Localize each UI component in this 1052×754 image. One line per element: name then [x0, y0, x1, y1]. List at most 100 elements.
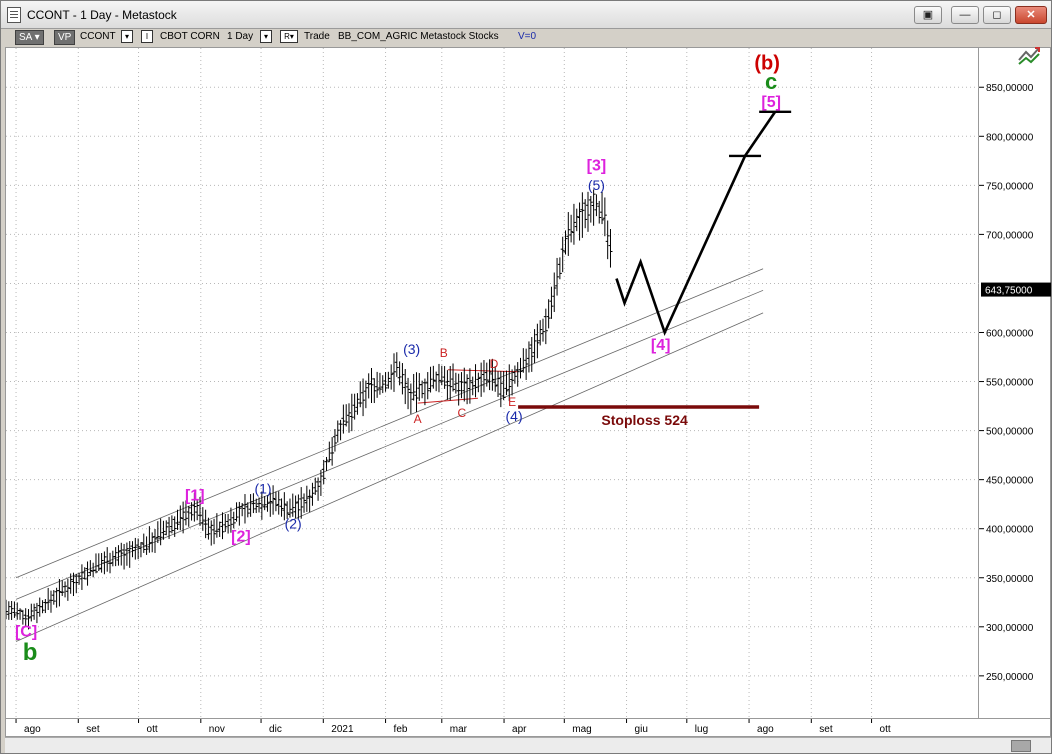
price-tick-label-6: 500,00000: [986, 427, 1034, 438]
price-bar: [60, 580, 65, 596]
price-bar: [532, 329, 537, 364]
price-bar: [20, 609, 25, 625]
price-bar: [439, 365, 444, 386]
price-bar: [12, 601, 17, 618]
horizontal-scrollbar[interactable]: [5, 737, 1051, 753]
price-bar: [473, 364, 478, 398]
title-bar[interactable]: CCONT - 1 Day - Metastock ▣ — ◻ ✕: [1, 1, 1051, 29]
price-bar: [254, 498, 259, 514]
price-bar: [130, 541, 135, 558]
price-chart[interactable]: Stoploss 524 (b) c [5] [3] (5) [4] (3) (4) (1) (2…: [4, 47, 980, 720]
price-bar: [496, 371, 501, 397]
price-bar: [338, 419, 343, 441]
price-bar: [507, 364, 512, 402]
price-bar: [541, 318, 546, 342]
wave-label-18: E: [508, 395, 516, 409]
price-bar: [240, 502, 245, 517]
price-bar: [220, 512, 225, 540]
price-bar: [535, 323, 540, 359]
price-bar: [512, 365, 517, 384]
price-bar: [304, 485, 309, 512]
price-bar: [591, 189, 596, 226]
price-bar: [172, 516, 177, 537]
channel-lines: [15, 268, 764, 642]
price-bar: [462, 367, 467, 402]
wave-label-15: B: [440, 346, 448, 360]
price-bar: [273, 491, 278, 512]
price-bar: [262, 496, 267, 511]
price-bar: [105, 547, 110, 572]
price-tick-label-7: 450,00000: [986, 476, 1034, 487]
price-bar: [366, 373, 371, 399]
price-bar: [394, 352, 399, 377]
wave-label-16: C: [458, 406, 467, 420]
price-axis[interactable]: 850,00000 800,00000 750,00000 700,00000 600,…: [979, 47, 1051, 719]
price-bar: [380, 375, 385, 394]
vp-button[interactable]: VP: [54, 30, 76, 45]
price-bar: [498, 371, 503, 408]
price-bar: [234, 502, 239, 522]
price-bar: [389, 364, 394, 390]
price-bar: [276, 491, 281, 515]
price-bar: [504, 370, 509, 396]
price-bar: [164, 520, 169, 536]
minimize-button[interactable]: —: [951, 6, 979, 24]
price-bar: [203, 509, 208, 539]
description-label: CBOT CORN: [160, 31, 220, 42]
maximize-button[interactable]: ◻: [983, 6, 1011, 24]
chart-trend-icon[interactable]: [1017, 42, 1043, 68]
price-bar: [335, 420, 340, 443]
price-bar: [467, 368, 472, 404]
price-bar: [521, 348, 526, 373]
price-bar: [476, 372, 481, 393]
price-bar: [85, 561, 90, 586]
price-bar: [425, 372, 430, 400]
wave-label-6: (3): [403, 341, 420, 357]
price-bar: [9, 600, 14, 620]
wave-label-17: D: [490, 357, 499, 371]
price-bar: [268, 492, 273, 517]
symbol-dropdown[interactable]: ▾: [121, 30, 133, 43]
price-bar: [209, 520, 214, 546]
date-tick-label-7: mar: [450, 724, 468, 735]
price-bar: [150, 532, 155, 553]
price-bar: [79, 564, 84, 590]
price-bar: [574, 208, 579, 232]
price-bar: [82, 567, 87, 580]
date-tick-label-2: ott: [147, 724, 158, 735]
price-tick-label-5: 550,00000: [986, 378, 1034, 389]
price-bar: [501, 371, 506, 401]
price-bar: [71, 572, 76, 597]
restore-window-button[interactable]: ▣: [914, 6, 942, 24]
date-tick-label-11: lug: [695, 724, 708, 735]
trade-label[interactable]: Trade: [304, 31, 330, 42]
date-axis-canvas: ago set ott nov dic 2021 feb mar apr mag giu lug ago…: [15, 719, 891, 735]
date-tick-label-1: set: [86, 724, 100, 735]
price-bar: [391, 353, 396, 392]
price-bar: [93, 553, 98, 574]
price-bar: [287, 498, 292, 518]
price-bar: [214, 513, 219, 538]
price-bar: [155, 521, 160, 544]
price-bar: [428, 366, 433, 393]
price-bar: [431, 365, 436, 389]
price-bar: [181, 501, 186, 534]
price-bar: [608, 228, 613, 268]
triangle-line-1: [417, 397, 478, 404]
sa-button[interactable]: SA ▾: [15, 30, 44, 45]
wave-label-3: [3]: [587, 158, 607, 175]
price-bar: [296, 494, 301, 519]
scrollbar-thumb[interactable]: [1011, 740, 1031, 752]
price-bar: [414, 372, 419, 413]
price-bar: [116, 545, 121, 566]
price-bar: [158, 518, 163, 546]
indicator-button[interactable]: I: [141, 30, 153, 43]
price-bar: [189, 502, 194, 521]
date-tick-label-8: apr: [512, 724, 527, 735]
price-bar: [15, 602, 20, 620]
period-dropdown[interactable]: ▾: [260, 30, 272, 43]
price-bar: [279, 498, 284, 517]
r-button[interactable]: R▾: [280, 30, 298, 43]
close-button[interactable]: ✕: [1015, 6, 1047, 24]
price-bar: [217, 521, 222, 538]
